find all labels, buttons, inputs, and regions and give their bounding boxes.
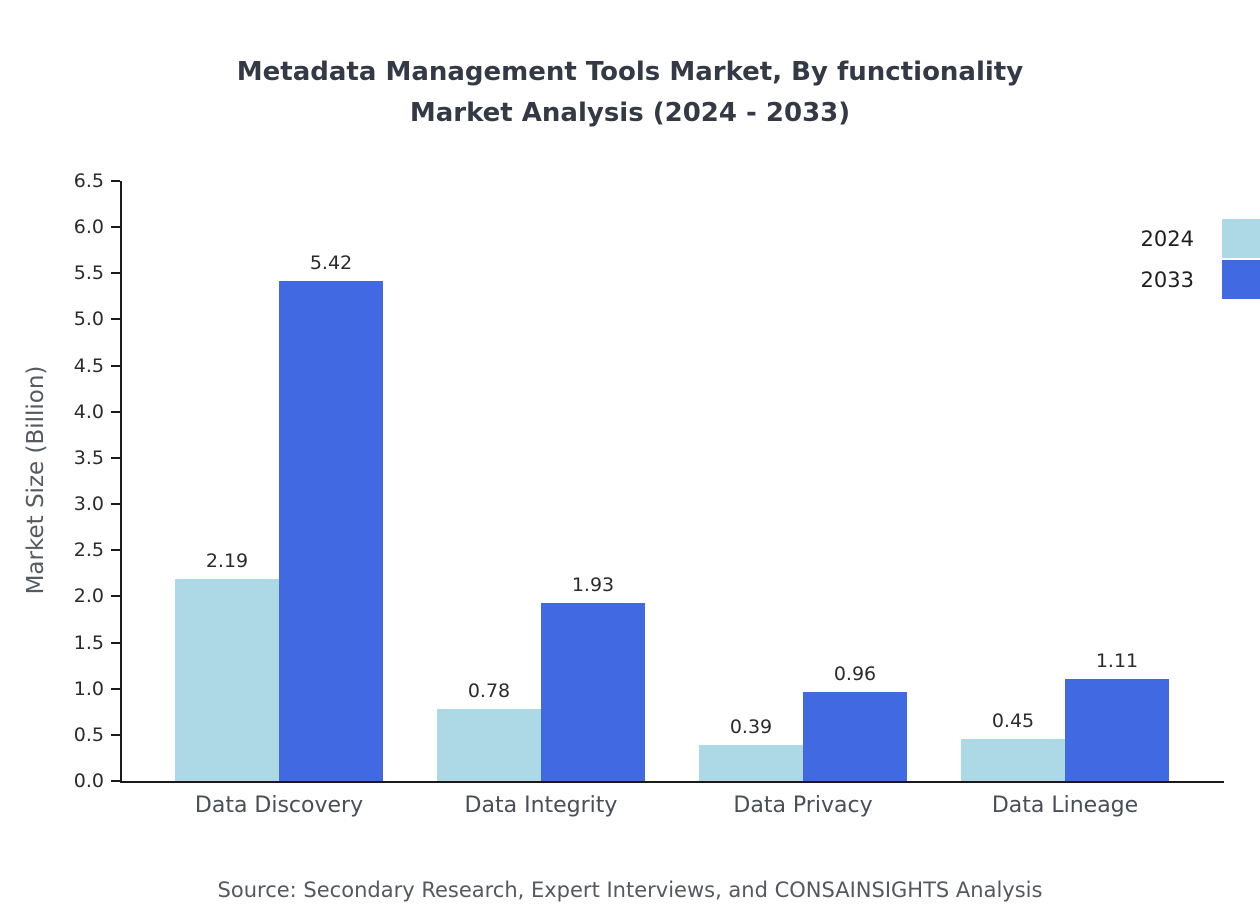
legend-label-2024: 2024 (1140, 226, 1194, 251)
legend-label-2033: 2033 (1140, 267, 1194, 292)
y-tick-label-4.0: 4.0 (73, 400, 104, 423)
y-tick-mark-3.5 (111, 456, 120, 459)
y-tick-label-3.5: 3.5 (73, 446, 104, 469)
bar-value-2033-data-privacy: 0.96 (833, 663, 877, 686)
y-tick-mark-5.5 (111, 272, 120, 275)
chart-title-line2: Market Analysis (2024 - 2033) (409, 98, 851, 128)
bar-value-2033-data-lineage: 1.11 (1095, 649, 1139, 672)
y-axis-label: Market Size (Billion) (23, 365, 49, 595)
y-tick-label-2.5: 2.5 (73, 539, 104, 562)
x-category-label-data-privacy: Data Privacy (733, 793, 873, 818)
bar-2024-data-integrity (437, 709, 541, 781)
y-tick-mark-0.5 (111, 733, 120, 736)
bar-2033-data-privacy (803, 692, 907, 781)
y-tick-mark-6.0 (111, 226, 120, 229)
bar-2033-data-discovery (279, 280, 383, 781)
y-tick-label-3.0: 3.0 (73, 493, 104, 516)
bar-2024-data-discovery (175, 578, 279, 781)
bar-2033-data-integrity (541, 602, 645, 781)
legend-item-2024: 2024 (1141, 219, 1260, 258)
y-tick-label-5.5: 5.5 (73, 262, 104, 285)
legend: 2024 2033 (1141, 219, 1260, 299)
bar-2024-data-privacy (699, 745, 803, 781)
y-tick-label-4.5: 4.5 (73, 354, 104, 377)
y-tick-mark-5.0 (111, 318, 120, 321)
legend-swatch-2024 (1222, 219, 1260, 258)
legend-swatch-2033 (1222, 260, 1260, 299)
bar-value-2024-data-integrity: 0.78 (467, 680, 511, 702)
y-tick-label-1.0: 1.0 (73, 677, 104, 700)
y-tick-label-5.0: 5.0 (73, 308, 104, 331)
y-tick-label-6.5: 6.5 (73, 170, 104, 192)
bar-value-2024-data-privacy: 0.39 (729, 716, 773, 738)
y-tick-mark-4.5 (111, 364, 120, 367)
y-tick-label-0.5: 0.5 (73, 723, 104, 746)
y-tick-label-0.0: 0.0 (73, 770, 104, 792)
y-tick-mark-0.0 (111, 780, 120, 782)
y-tick-label-6.0: 6.0 (73, 216, 104, 239)
y-tick-mark-4.0 (111, 410, 120, 413)
bar-2033-data-lineage (1065, 678, 1169, 781)
chart-title: Metadata Management Tools Market, By fun… (0, 52, 1260, 134)
y-tick-label-1.5: 1.5 (73, 631, 104, 654)
legend-item-2033: 2033 (1141, 260, 1260, 299)
bar-value-2033-data-discovery: 5.42 (309, 251, 353, 274)
y-tick-mark-2.5 (111, 549, 120, 552)
y-tick-mark-3.0 (111, 503, 120, 506)
bar-2024-data-lineage (961, 739, 1065, 781)
y-tick-mark-2.0 (111, 595, 120, 598)
bar-value-2024-data-lineage: 0.45 (991, 710, 1035, 733)
y-tick-label-2.0: 2.0 (73, 585, 104, 608)
y-tick-mark-6.5 (111, 180, 120, 182)
x-category-label-data-discovery: Data Discovery (194, 793, 364, 818)
plot-area: 0.0 0.5 1.0 1.5 2.0 2.5 3.0 3.5 4.0 4.5 5.0 5.5 6.0 6… (74, 170, 1224, 818)
y-tick-mark-1.5 (111, 641, 120, 644)
x-category-label-data-integrity: Data Integrity (464, 793, 618, 818)
bar-value-2024-data-discovery: 2.19 (205, 549, 249, 572)
y-tick-mark-1.0 (111, 687, 120, 690)
source-note: Source: Secondary Research, Expert Inter… (217, 878, 1043, 902)
x-category-label-data-lineage: Data Lineage (991, 793, 1139, 818)
bar-value-2033-data-integrity: 1.93 (571, 573, 615, 596)
chart-title-line1: Metadata Management Tools Market, By fun… (236, 57, 1024, 87)
